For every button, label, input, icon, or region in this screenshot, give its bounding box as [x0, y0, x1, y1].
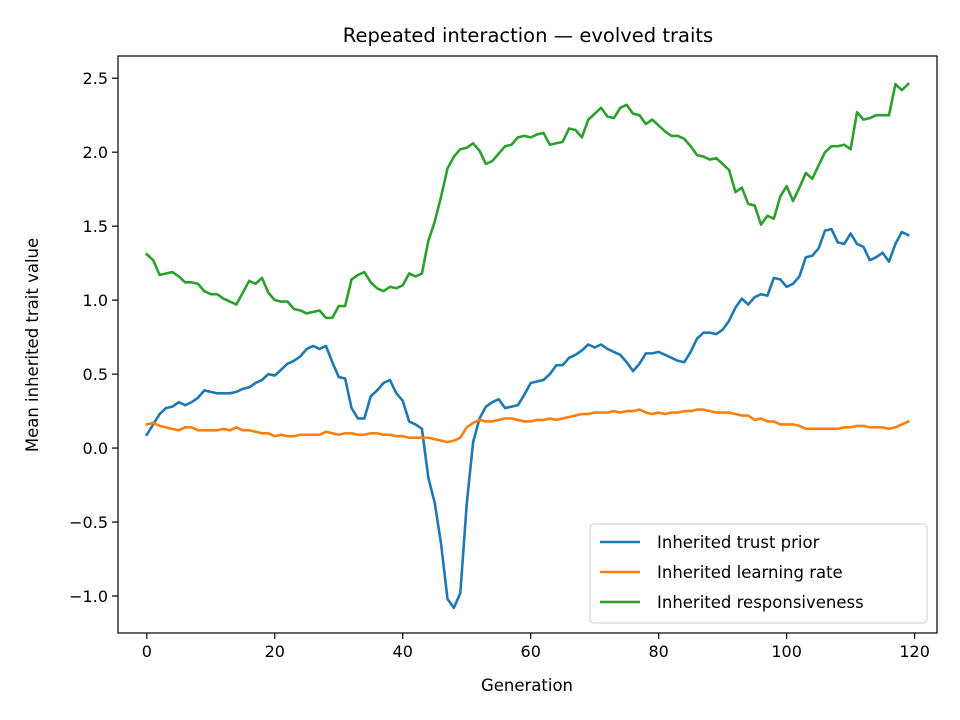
y-axis-label: Mean inherited trait value — [23, 238, 42, 452]
plot-area — [144, 82, 911, 610]
y-tick-label: 1.5 — [83, 217, 108, 236]
legend-box — [589, 523, 928, 624]
x-tick-label: 20 — [265, 642, 285, 661]
y-axis: −1.0 −0.5 0.0 0.5 1.0 1.5 2.0 2.5 — [69, 69, 118, 606]
series-line-0 — [145, 227, 910, 610]
legend-label-0: Inherited trust prior — [657, 533, 820, 552]
x-tick-label: 80 — [648, 642, 668, 661]
y-tick-label: 1.0 — [83, 291, 108, 310]
y-tick-label: 0.5 — [83, 365, 108, 384]
x-axis-label: Generation — [481, 676, 573, 695]
plot-frame — [117, 55, 938, 634]
legend-label-2: Inherited responsiveness — [657, 593, 864, 612]
y-tick-label: −1.0 — [69, 587, 108, 606]
series-line-2 — [144, 82, 911, 320]
x-tick-label: 120 — [899, 642, 930, 661]
x-axis: 0 20 40 60 80 100 120 — [142, 633, 930, 661]
y-tick-label: −0.5 — [69, 513, 108, 532]
legend-label-1: Inherited learning rate — [657, 563, 843, 582]
series-line-1 — [145, 408, 910, 444]
chart-title: Repeated interaction — evolved traits — [343, 24, 713, 47]
legend: Inherited trust prior Inherited learning … — [589, 523, 928, 624]
x-tick-label: 0 — [142, 642, 152, 661]
x-tick-label: 60 — [521, 642, 541, 661]
y-tick-label: 2.5 — [83, 69, 108, 88]
y-tick-label: 0.0 — [83, 439, 108, 458]
x-tick-label: 100 — [771, 642, 802, 661]
x-tick-label: 40 — [393, 642, 413, 661]
y-tick-label: 2.0 — [83, 143, 108, 162]
